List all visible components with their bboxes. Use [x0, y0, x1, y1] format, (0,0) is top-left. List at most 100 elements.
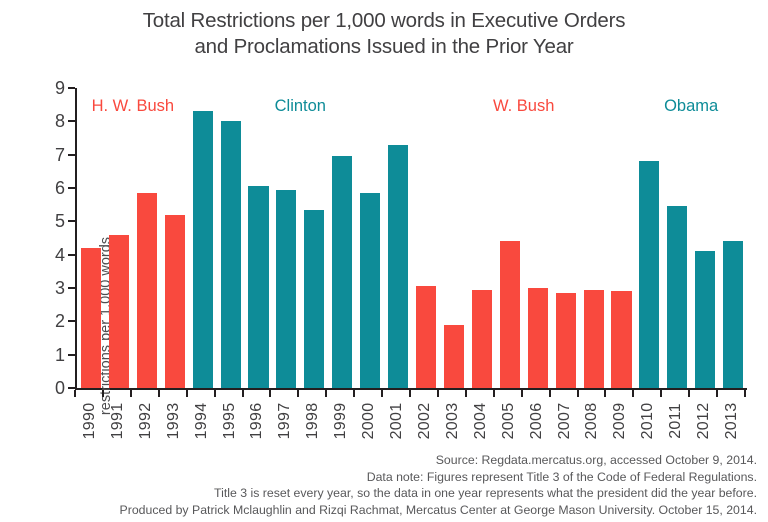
- bar-slot-2001: [384, 88, 412, 388]
- x-tick-mark: [548, 390, 551, 397]
- y-tick-mark: [68, 87, 75, 89]
- bar-2011: [667, 206, 688, 388]
- year-label-2006: 2006: [527, 402, 545, 440]
- x-tick-mark: [492, 390, 495, 397]
- y-tick-mark: [68, 120, 75, 123]
- x-tick-mark: [241, 390, 244, 397]
- bar-slot-2008: [580, 88, 608, 388]
- year-label-2001: 2001: [388, 402, 406, 440]
- bar-slot-1995: [217, 88, 245, 388]
- bar-slot-1998: [300, 88, 328, 388]
- bar-slot-2011: [663, 88, 691, 388]
- bar-1999: [332, 156, 353, 388]
- year-label-2000: 2000: [360, 402, 378, 440]
- year-label-1999: 1999: [332, 402, 350, 440]
- y-tick-mark: [68, 253, 75, 256]
- year-label-2003: 2003: [443, 402, 461, 440]
- bar-slot-2006: [524, 88, 552, 388]
- source-line: Source: Regdata.mercatus.org, accessed O…: [435, 453, 757, 467]
- bar-slot-1996: [245, 88, 273, 388]
- x-tick-mark: [297, 390, 300, 397]
- y-tick-mark: [68, 353, 75, 356]
- y-tick-label-3: 3: [54, 278, 65, 298]
- bar-slot-1999: [328, 88, 356, 388]
- bar-1998: [304, 209, 325, 388]
- y-tick-label-8: 8: [54, 111, 65, 132]
- y-tick-mark: [68, 320, 75, 323]
- bar-slot-2003: [440, 88, 468, 388]
- bar-1997: [276, 189, 297, 388]
- bar-slot-2000: [356, 88, 384, 388]
- chart-title-line2: and Proclamations Issued in the Prior Ye…: [194, 35, 574, 58]
- x-tick-mark: [660, 390, 663, 397]
- bar-1996: [248, 186, 269, 388]
- bar-slot-1991: [105, 88, 133, 388]
- chart-title-line1: Total Restrictions per 1,000 words in Ex…: [142, 9, 626, 32]
- x-tick-mark: [213, 390, 216, 397]
- bar-1993: [164, 214, 185, 388]
- year-label-1992: 1992: [136, 402, 154, 440]
- year-label-2002: 2002: [415, 402, 433, 440]
- bar-1992: [136, 193, 157, 388]
- x-tick-mark: [604, 390, 607, 397]
- year-label-1993: 1993: [164, 402, 182, 440]
- y-tick-mark: [68, 187, 75, 189]
- year-label-1996: 1996: [248, 402, 266, 440]
- bar-1995: [220, 121, 241, 388]
- bar-slot-2013: [719, 88, 747, 388]
- year-label-1994: 1994: [192, 402, 210, 440]
- x-tick-mark: [157, 390, 160, 397]
- bar-slot-2007: [552, 88, 580, 388]
- bar-2012: [695, 251, 716, 388]
- bar-slot-2012: [691, 88, 719, 388]
- year-label-2005: 2005: [499, 402, 517, 440]
- bar-slot-2004: [468, 88, 496, 388]
- produced-by-line: Produced by Patrick Mclaughlin and Rizqi…: [119, 502, 757, 517]
- bar-slot-1993: [161, 88, 189, 388]
- x-tick-mark: [520, 390, 523, 397]
- year-label-1995: 1995: [220, 402, 238, 440]
- y-tick-label-9: 9: [54, 78, 65, 98]
- x-tick-mark: [269, 390, 272, 397]
- year-label-1997: 1997: [276, 402, 294, 440]
- bar-1990: [80, 248, 101, 388]
- x-tick-mark: [716, 390, 719, 397]
- plot-area: restrictions per 1,000 words H. W. Bush C…: [75, 88, 747, 415]
- year-label-2004: 2004: [471, 402, 489, 440]
- year-label-2009: 2009: [611, 402, 629, 440]
- bar-slot-1992: [133, 88, 161, 388]
- x-tick-mark: [381, 390, 384, 397]
- bar-2010: [639, 161, 660, 388]
- bar-2004: [471, 289, 492, 388]
- y-tick-mark: [68, 153, 75, 156]
- x-tick-mark: [632, 390, 635, 397]
- year-label-2007: 2007: [555, 402, 573, 440]
- year-label-2013: 2013: [723, 402, 741, 440]
- bar-1991: [108, 234, 129, 388]
- bar-slot-2010: [635, 88, 663, 388]
- bar-slot-1990: [77, 88, 105, 388]
- y-tick-label-5: 5: [54, 211, 65, 232]
- year-label-2010: 2010: [639, 402, 657, 440]
- x-tick-mark: [325, 390, 328, 397]
- bar-2001: [388, 144, 409, 388]
- y-tick-label-7: 7: [54, 144, 65, 165]
- chart-title: Total Restrictions per 1,000 words in Ex…: [0, 8, 768, 60]
- x-tick-mark: [744, 390, 746, 397]
- x-tick-mark: [353, 390, 356, 397]
- x-tick-mark: [101, 390, 104, 397]
- year-label-1991: 1991: [108, 402, 126, 440]
- year-label-1990: 1990: [80, 402, 98, 440]
- bar-2005: [499, 241, 520, 388]
- title3-note-line: Title 3 is reset every year, so the data…: [214, 486, 757, 500]
- y-tick-label-4: 4: [54, 244, 65, 265]
- bar-2007: [555, 293, 576, 388]
- bar-slot-2005: [496, 88, 524, 388]
- y-tick-mark: [68, 287, 75, 289]
- bar-slot-1997: [272, 88, 300, 388]
- y-tick-mark: [68, 387, 75, 389]
- x-tick-mark: [74, 390, 76, 397]
- bar-1994: [192, 111, 213, 388]
- bar-2008: [583, 289, 604, 388]
